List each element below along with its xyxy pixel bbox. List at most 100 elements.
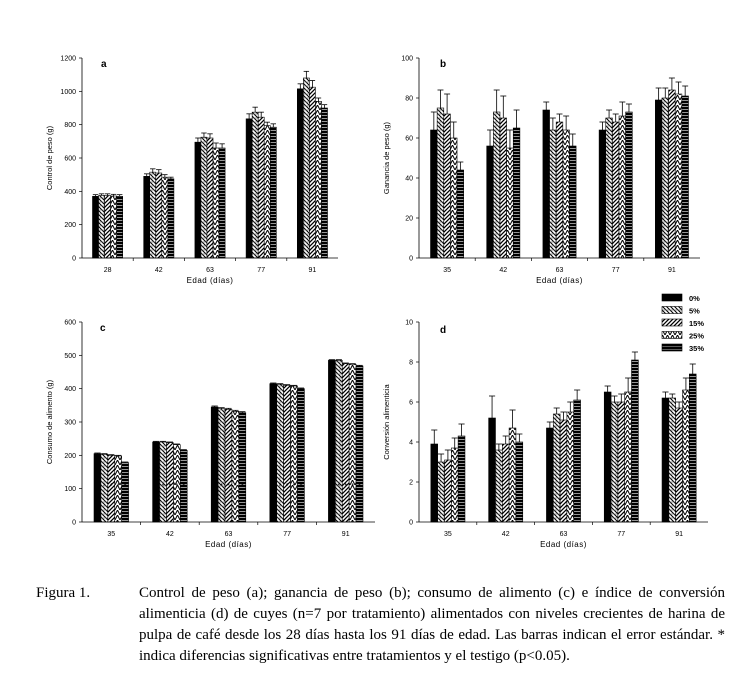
significance-marker-c-63-5%: *	[220, 483, 223, 490]
y-tick-label-a-600: 600	[64, 156, 76, 163]
y-axis-title-a: Control de peso (g)	[45, 125, 54, 190]
bar-d-42-35%	[515, 441, 524, 523]
x-tick-label-c-91: 91	[342, 531, 350, 538]
bar-a-91-25%	[315, 101, 322, 259]
bar-a-42-15%	[155, 172, 163, 259]
significance-marker-c-63-25%: *	[234, 483, 237, 490]
y-tick-label-d-6: 6	[409, 400, 413, 407]
bar-b-77-25%	[618, 115, 626, 259]
legend-label-0: 0%	[689, 294, 700, 303]
chart-panel-a: 28 42 63 77 91 0 200 400 600 800 1000 1200 Edad (día…	[45, 56, 338, 285]
bar-a-63-5%	[200, 136, 208, 259]
y-axis-title-d: Conversión alimenticia	[382, 383, 391, 459]
bar-a-77-15%	[257, 116, 265, 259]
bar-c-63-0%	[210, 406, 219, 523]
x-tick-label-c-77: 77	[283, 531, 291, 538]
bar-b-91-0%	[655, 99, 663, 259]
legend-swatch-3	[661, 331, 683, 339]
bar-b-63-0%	[542, 109, 550, 259]
y-tick-label-a-800: 800	[64, 122, 76, 129]
x-tick-label-b-91: 91	[668, 267, 676, 274]
significance-marker-c-77-15%: *	[286, 483, 289, 490]
legend-label-4: 35%	[689, 344, 704, 353]
x-axis-title-a: Edad (días)	[187, 276, 234, 285]
y-tick-label-d-8: 8	[409, 360, 413, 367]
bar-d-77-35%	[631, 359, 639, 523]
bar-b-35-35%	[456, 169, 464, 259]
bar-c-77-5%	[276, 384, 284, 523]
x-tick-label-d-42: 42	[502, 531, 510, 538]
legend-swatch-2	[661, 318, 683, 327]
y-tick-label-c-200: 200	[64, 453, 76, 460]
y-tick-label-b-0: 0	[409, 256, 413, 263]
bar-b-63-35%	[569, 145, 577, 259]
y-tick-label-a-0: 0	[72, 256, 76, 263]
bar-c-35-0%	[93, 453, 102, 523]
y-tick-label-c-100: 100	[64, 486, 76, 493]
bar-c-91-35%	[355, 365, 364, 523]
bar-a-63-35%	[218, 147, 226, 259]
legend-swatch-0	[661, 293, 683, 302]
bar-b-77-0%	[598, 129, 607, 259]
bar-b-63-15%	[555, 121, 564, 259]
bar-b-42-0%	[486, 145, 494, 259]
bar-b-63-5%	[549, 129, 557, 259]
caption-text: Control de peso (a); ganancia de peso (b…	[139, 585, 725, 664]
bar-d-42-5%	[495, 449, 503, 523]
significance-marker-c-42-15%: *	[169, 483, 172, 490]
significance-marker-c-91-15%: *	[344, 483, 347, 490]
bar-d-63-35%	[573, 399, 581, 523]
y-tick-label-d-4: 4	[409, 440, 413, 447]
x-axis-title-c: Edad (días)	[205, 540, 252, 549]
bar-a-77-0%	[245, 118, 253, 259]
legend-label-3: 25%	[689, 332, 704, 341]
bar-c-42-5%	[159, 441, 167, 523]
y-tick-label-a-1000: 1000	[60, 89, 76, 96]
x-tick-label-d-35: 35	[444, 531, 452, 538]
bar-b-42-5%	[493, 111, 501, 259]
y-tick-label-a-200: 200	[64, 222, 76, 229]
bar-b-42-35%	[512, 127, 521, 259]
bar-b-42-15%	[499, 117, 507, 259]
bar-d-35-35%	[457, 435, 466, 523]
x-tick-label-a-63: 63	[206, 267, 214, 274]
bar-d-91-0%	[661, 397, 670, 523]
y-tick-label-c-300: 300	[64, 420, 76, 427]
bar-b-35-5%	[436, 107, 445, 259]
bar-d-77-25%	[624, 391, 632, 523]
x-tick-label-a-42: 42	[155, 267, 163, 274]
bar-a-28-15%	[104, 195, 111, 259]
bar-b-42-25%	[506, 147, 514, 259]
bar-d-42-15%	[501, 443, 510, 523]
bar-b-35-0%	[430, 129, 438, 259]
bar-a-28-0%	[92, 196, 99, 259]
bar-a-42-25%	[161, 176, 169, 259]
significance-marker-c-42-5%: *	[162, 483, 165, 490]
panel-label-b: b	[440, 59, 446, 70]
x-tick-label-b-35: 35	[443, 267, 451, 274]
bar-c-77-0%	[269, 383, 278, 523]
significance-marker-c-63-35%: *	[241, 483, 244, 490]
bar-d-63-25%	[566, 411, 575, 523]
bar-d-63-15%	[559, 419, 568, 523]
bar-c-77-35%	[297, 388, 305, 523]
significance-marker-c-35-15%: *	[110, 483, 113, 490]
y-tick-label-b-60: 60	[405, 136, 413, 143]
bar-c-42-0%	[152, 441, 160, 523]
bar-c-63-5%	[217, 408, 226, 523]
y-tick-label-a-400: 400	[64, 189, 76, 196]
y-tick-label-a-1200: 1200	[60, 56, 76, 63]
significance-marker-c-91-5%: *	[337, 483, 340, 490]
y-tick-label-b-80: 80	[405, 96, 413, 103]
significance-marker-c-77-25%: *	[293, 483, 296, 490]
bar-b-77-35%	[625, 111, 633, 259]
significance-marker-c-77-35%: *	[300, 483, 303, 490]
x-tick-label-c-42: 42	[166, 531, 174, 538]
y-axis-title-c: Consumo de alimento (g)	[45, 379, 54, 464]
bar-d-91-25%	[682, 389, 690, 523]
bar-c-77-15%	[283, 385, 291, 523]
y-tick-label-b-100: 100	[401, 56, 413, 63]
bar-c-91-5%	[335, 360, 343, 523]
